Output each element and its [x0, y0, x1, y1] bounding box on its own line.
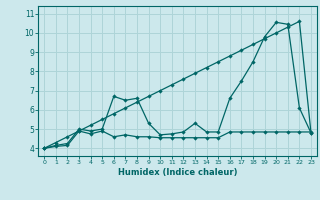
X-axis label: Humidex (Indice chaleur): Humidex (Indice chaleur)	[118, 168, 237, 177]
